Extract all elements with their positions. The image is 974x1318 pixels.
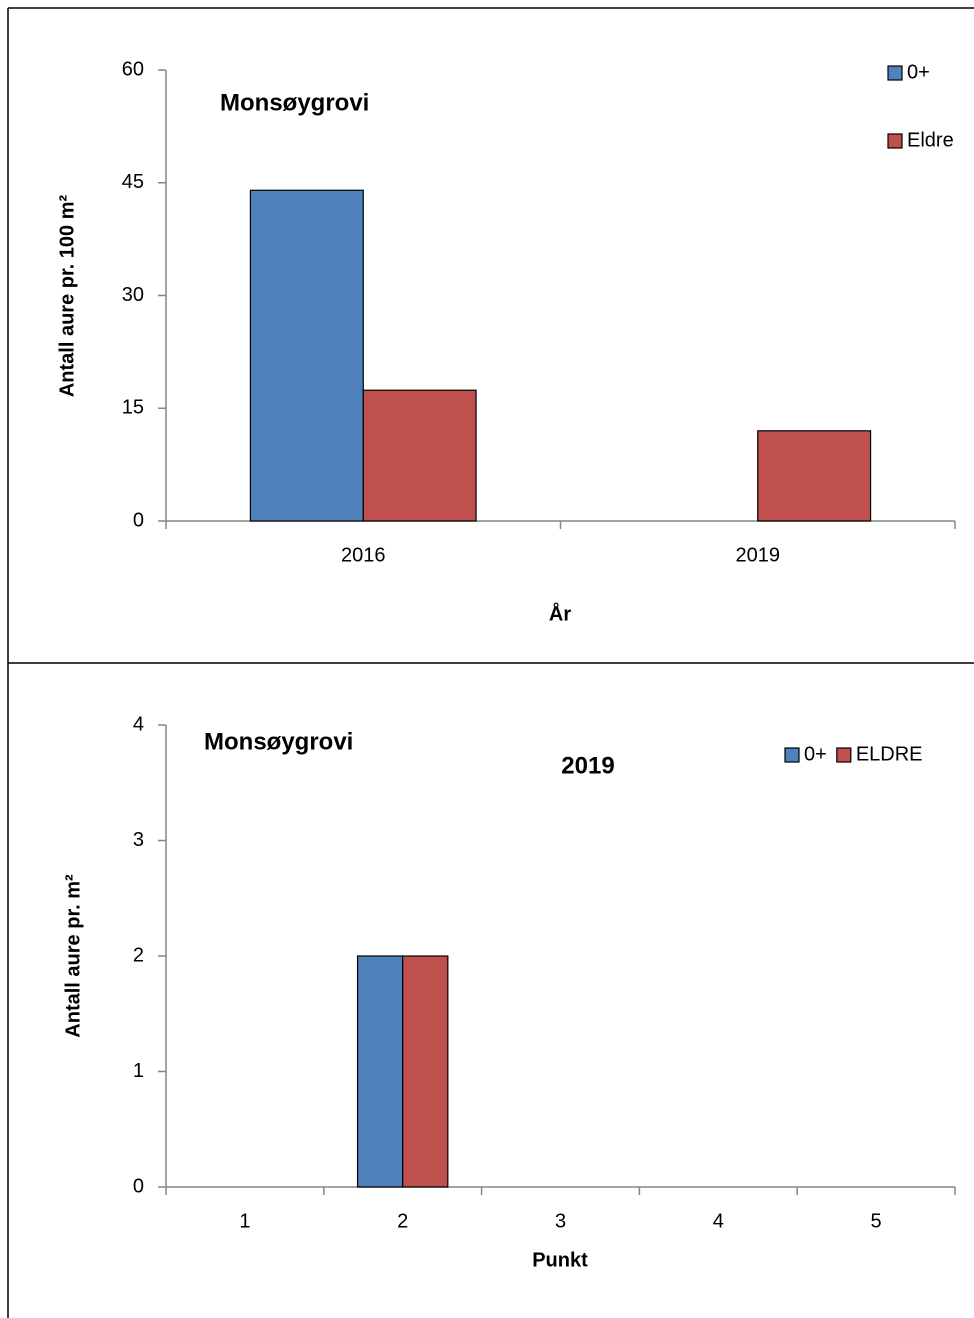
chart-title: Monsøygrovi	[204, 728, 353, 755]
legend-swatch	[836, 747, 852, 763]
legend-label: Eldre	[907, 129, 954, 151]
y-tick-label: 45	[122, 171, 144, 193]
x-tick-label: 2	[397, 1210, 408, 1232]
x-tick-label: 2016	[341, 544, 386, 566]
chart-title: Monsøygrovi	[220, 89, 369, 116]
x-tick-label: 3	[555, 1210, 566, 1232]
y-tick-label: 0	[133, 509, 144, 531]
bar	[249, 189, 364, 522]
y-tick-label: 4	[133, 713, 144, 735]
y-tick-label: 15	[122, 397, 144, 419]
y-tick-label: 3	[133, 829, 144, 851]
legend-label: 0+	[804, 743, 827, 765]
bar	[402, 955, 449, 1188]
y-tick-label: 2	[133, 944, 144, 966]
x-tick-label: 5	[871, 1210, 882, 1232]
bar	[757, 430, 872, 522]
y-tick-label: 60	[122, 58, 144, 80]
y-axis-label: Antall aure pr. 100 m²	[56, 195, 78, 398]
x-tick-label: 2019	[736, 544, 781, 566]
x-axis-label: År	[549, 601, 571, 625]
legend-swatch	[784, 747, 800, 763]
y-axis-label: Antall aure pr. m²	[62, 874, 84, 1038]
legend-label: 0+	[907, 61, 930, 83]
legend-label: ELDRE	[856, 743, 923, 765]
legend-swatch	[887, 65, 903, 81]
y-tick-label: 1	[133, 1060, 144, 1082]
bar	[362, 389, 477, 522]
y-tick-label: 30	[122, 284, 144, 306]
chart-subtitle: 2019	[561, 752, 614, 779]
bar	[356, 955, 404, 1188]
y-tick-label: 0	[133, 1175, 144, 1197]
legend-swatch	[887, 133, 903, 149]
x-axis-label: Punkt	[532, 1249, 588, 1271]
x-tick-label: 4	[713, 1210, 724, 1232]
x-tick-label: 1	[239, 1210, 250, 1232]
